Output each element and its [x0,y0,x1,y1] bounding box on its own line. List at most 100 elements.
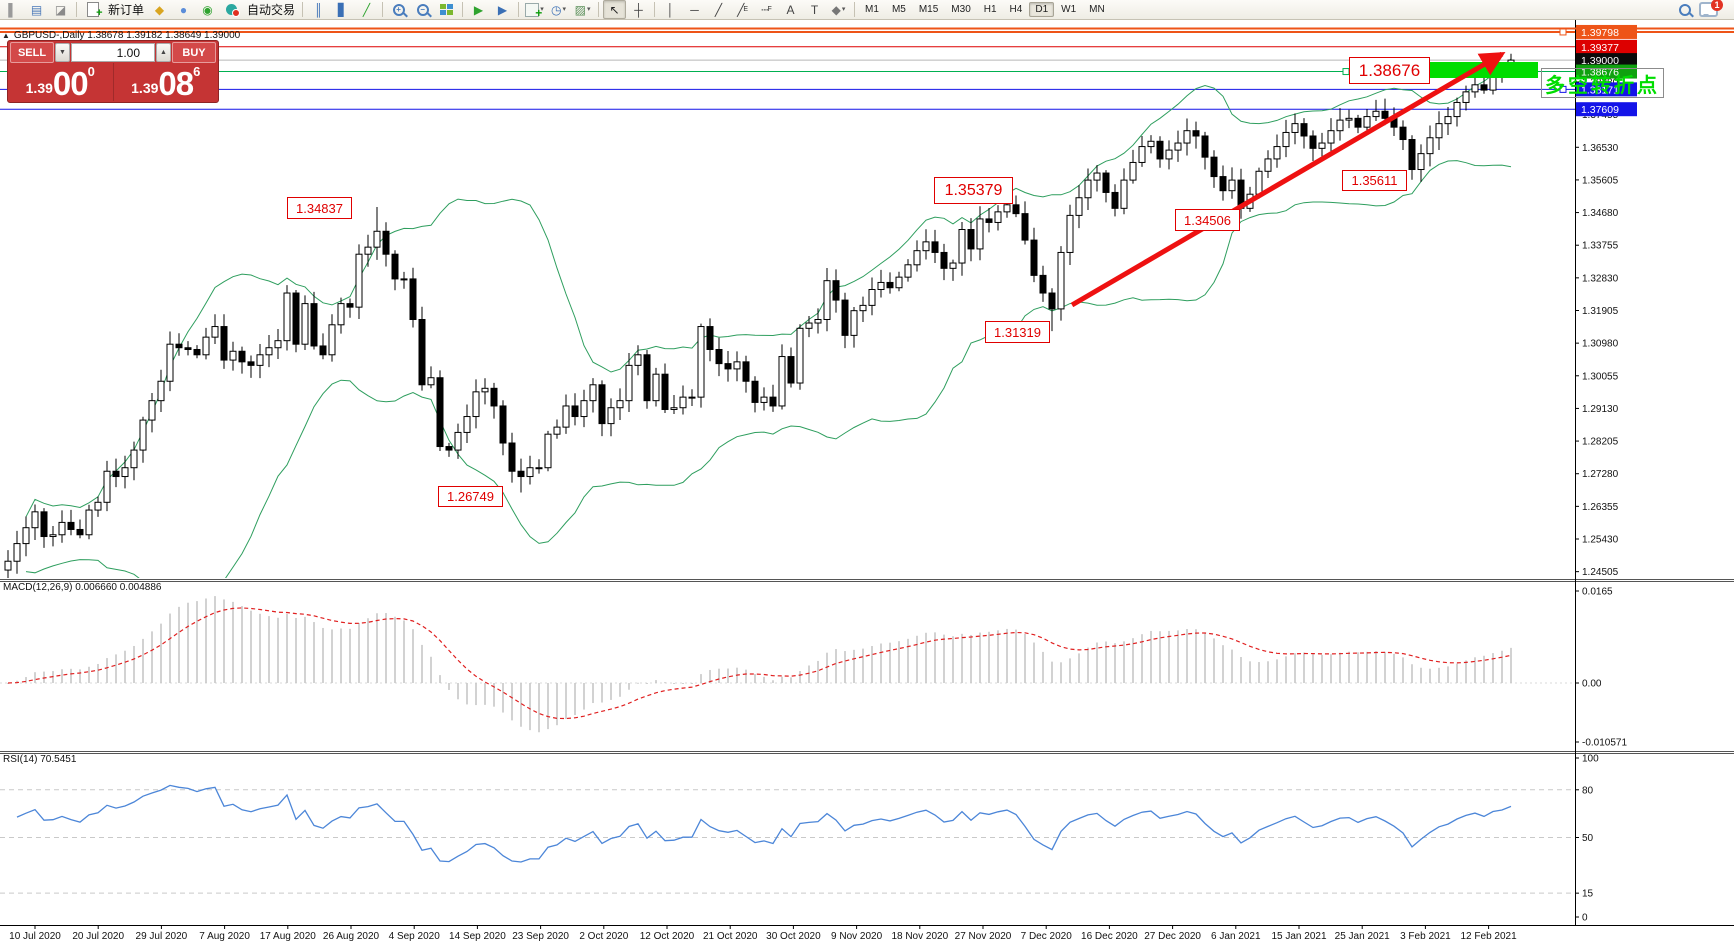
new-order-label[interactable]: 新订单 [108,3,145,17]
macd-histogram-bar [493,683,495,707]
candle-body [1327,130,1335,144]
price-callout-1.35379[interactable]: 1.35379 [934,177,1013,204]
trendline-icon[interactable]: ╱ [707,0,730,19]
macd-histogram-bar [1141,634,1143,683]
line-handle[interactable] [1559,85,1567,93]
vertical-line-icon[interactable]: │ [659,0,682,19]
price-tag-1.37609 [1576,102,1637,117]
crosshair-icon[interactable]: ┼ [627,0,650,19]
new-order-icon[interactable] [81,0,104,21]
horizontal-line-icon[interactable]: ─ [683,0,706,19]
candle-body [580,400,588,418]
autotrading-icon[interactable] [220,0,243,19]
search-icon[interactable] [1673,0,1696,19]
candle-body [202,336,210,356]
timeframe-button-m30[interactable]: M30 [951,4,971,15]
period-icon[interactable]: ◷ ▾ [547,0,570,19]
macd-histogram-bar [1447,666,1449,683]
timeframe-button-d1[interactable]: D1 [1029,2,1055,17]
chat-bubble-icon: 1 [1699,0,1723,17]
price-callout-1.34506[interactable]: 1.34506 [1175,209,1240,231]
collapse-triangle-icon[interactable]: ▲ [2,31,10,40]
bar-chart-icon[interactable]: ║ [307,0,330,19]
metaeditor-icon[interactable]: ◆ [148,0,171,19]
buy-button[interactable]: BUY [172,42,216,63]
time-axis-area[interactable] [0,926,1575,943]
timeframe-button-m5[interactable]: M5 [891,4,906,15]
signals-icon[interactable]: ◉ [196,0,219,19]
price-callout-1.26749[interactable]: 1.26749 [438,486,503,507]
price-callout-1.38676[interactable]: 1.38676 [1349,57,1430,84]
volume-increase-button[interactable]: ▲ [156,43,171,62]
zoom-in-icon[interactable]: + [387,0,410,19]
price-tick-label: 1.27280 [1582,469,1619,480]
rsi-label: RSI(14) 70.5451 [3,754,77,765]
add-indicator-icon[interactable]: ▾ [523,0,546,21]
trend-arrow[interactable] [1070,51,1506,308]
chart-list-icon[interactable]: ▤ [25,0,48,19]
volume-decrease-button[interactable]: ▼ [55,43,70,62]
price-callout-1.35611[interactable]: 1.35611 [1342,170,1407,191]
macd-histogram-bar [817,660,819,683]
line-handle[interactable] [1559,28,1567,36]
sell-button[interactable]: SELL [10,42,54,63]
timeframe-button-mn[interactable]: MN [1089,4,1105,15]
candlestick-icon[interactable]: ▋ [331,0,354,19]
bollinger-upper-band[interactable] [25,58,1512,518]
macd-histogram-bar [7,683,9,684]
sell-price[interactable]: 1.39 00 0 [8,63,113,101]
buy-price-sup: 6 [193,64,201,79]
notifications-icon[interactable]: 1 [1697,0,1723,19]
macd-histogram-bar [763,676,765,683]
turning-point-note[interactable]: 多空转折点 [1541,68,1664,98]
macd-histogram-bar [754,673,756,683]
price-callout-1.31319[interactable]: 1.31319 [985,321,1050,343]
volume-input[interactable]: 1.00 [71,43,155,62]
market-icon[interactable]: ● [172,0,195,19]
tile-windows-icon[interactable] [435,0,458,19]
timeframe-button-w1[interactable]: W1 [1061,4,1077,15]
bollinger-lower-band[interactable] [25,160,1512,610]
autotrading-label[interactable]: 自动交易 [247,3,296,17]
line-chart-icon[interactable]: ╱ [355,0,378,19]
timeframe-button-m1[interactable]: M1 [865,4,879,15]
macd-histogram-bar [691,683,693,684]
one-click-divider [112,63,114,101]
auto-scroll-icon[interactable]: ▶ [467,0,490,19]
candle-body [283,292,291,342]
candle-body [796,327,804,384]
candle-body [886,281,894,289]
candle-body [40,511,48,538]
date-tick-label: 25 Jan 2021 [1335,931,1390,942]
macd-histogram-bar [1159,631,1161,683]
profiles-icon[interactable]: ◪ [49,0,72,19]
channel-icon[interactable]: ╱ E [737,2,748,17]
chart-plot-area[interactable] [0,20,1575,578]
macd-histogram-bar [1348,651,1350,683]
timeframe-button-h1[interactable]: H1 [983,4,997,15]
shapes-icon[interactable]: ◆ ▾ [827,0,850,19]
rsi-line[interactable] [16,784,1512,863]
cursor-icon[interactable]: ↖ [603,0,627,19]
buy-price[interactable]: 1.39 08 6 [114,63,219,101]
price-tag-text: 1.37609 [1581,104,1619,116]
horizontal-line-icon: ─ [690,2,699,17]
candle-body [724,363,732,370]
fibonacci-icon[interactable]: ┄ F [761,2,772,17]
zoom-out-icon[interactable]: − [411,0,434,19]
template-icon[interactable]: ▨ ▾ [571,0,594,19]
window-edge-icon[interactable]: ▌ [1,0,24,19]
candle-body [355,253,363,308]
timeframe-button-m15[interactable]: M15 [918,4,939,15]
timeframe-button-h4[interactable]: H4 [1009,4,1023,15]
chart-shift-icon[interactable]: ▶ [491,0,514,19]
text-icon[interactable]: A [779,0,802,19]
price-callout-1.34837[interactable]: 1.34837 [287,197,352,219]
macd-signal-line[interactable] [7,607,1512,720]
rsi-tick-label: 100 [1582,754,1599,765]
text-label-icon[interactable]: T [803,0,826,19]
macd-histogram-bar [1303,652,1305,683]
price-tag-text: 1.39798 [1581,27,1619,39]
price-tick-label: 1.30055 [1582,371,1619,382]
template-icon: ▨ [574,2,586,17]
